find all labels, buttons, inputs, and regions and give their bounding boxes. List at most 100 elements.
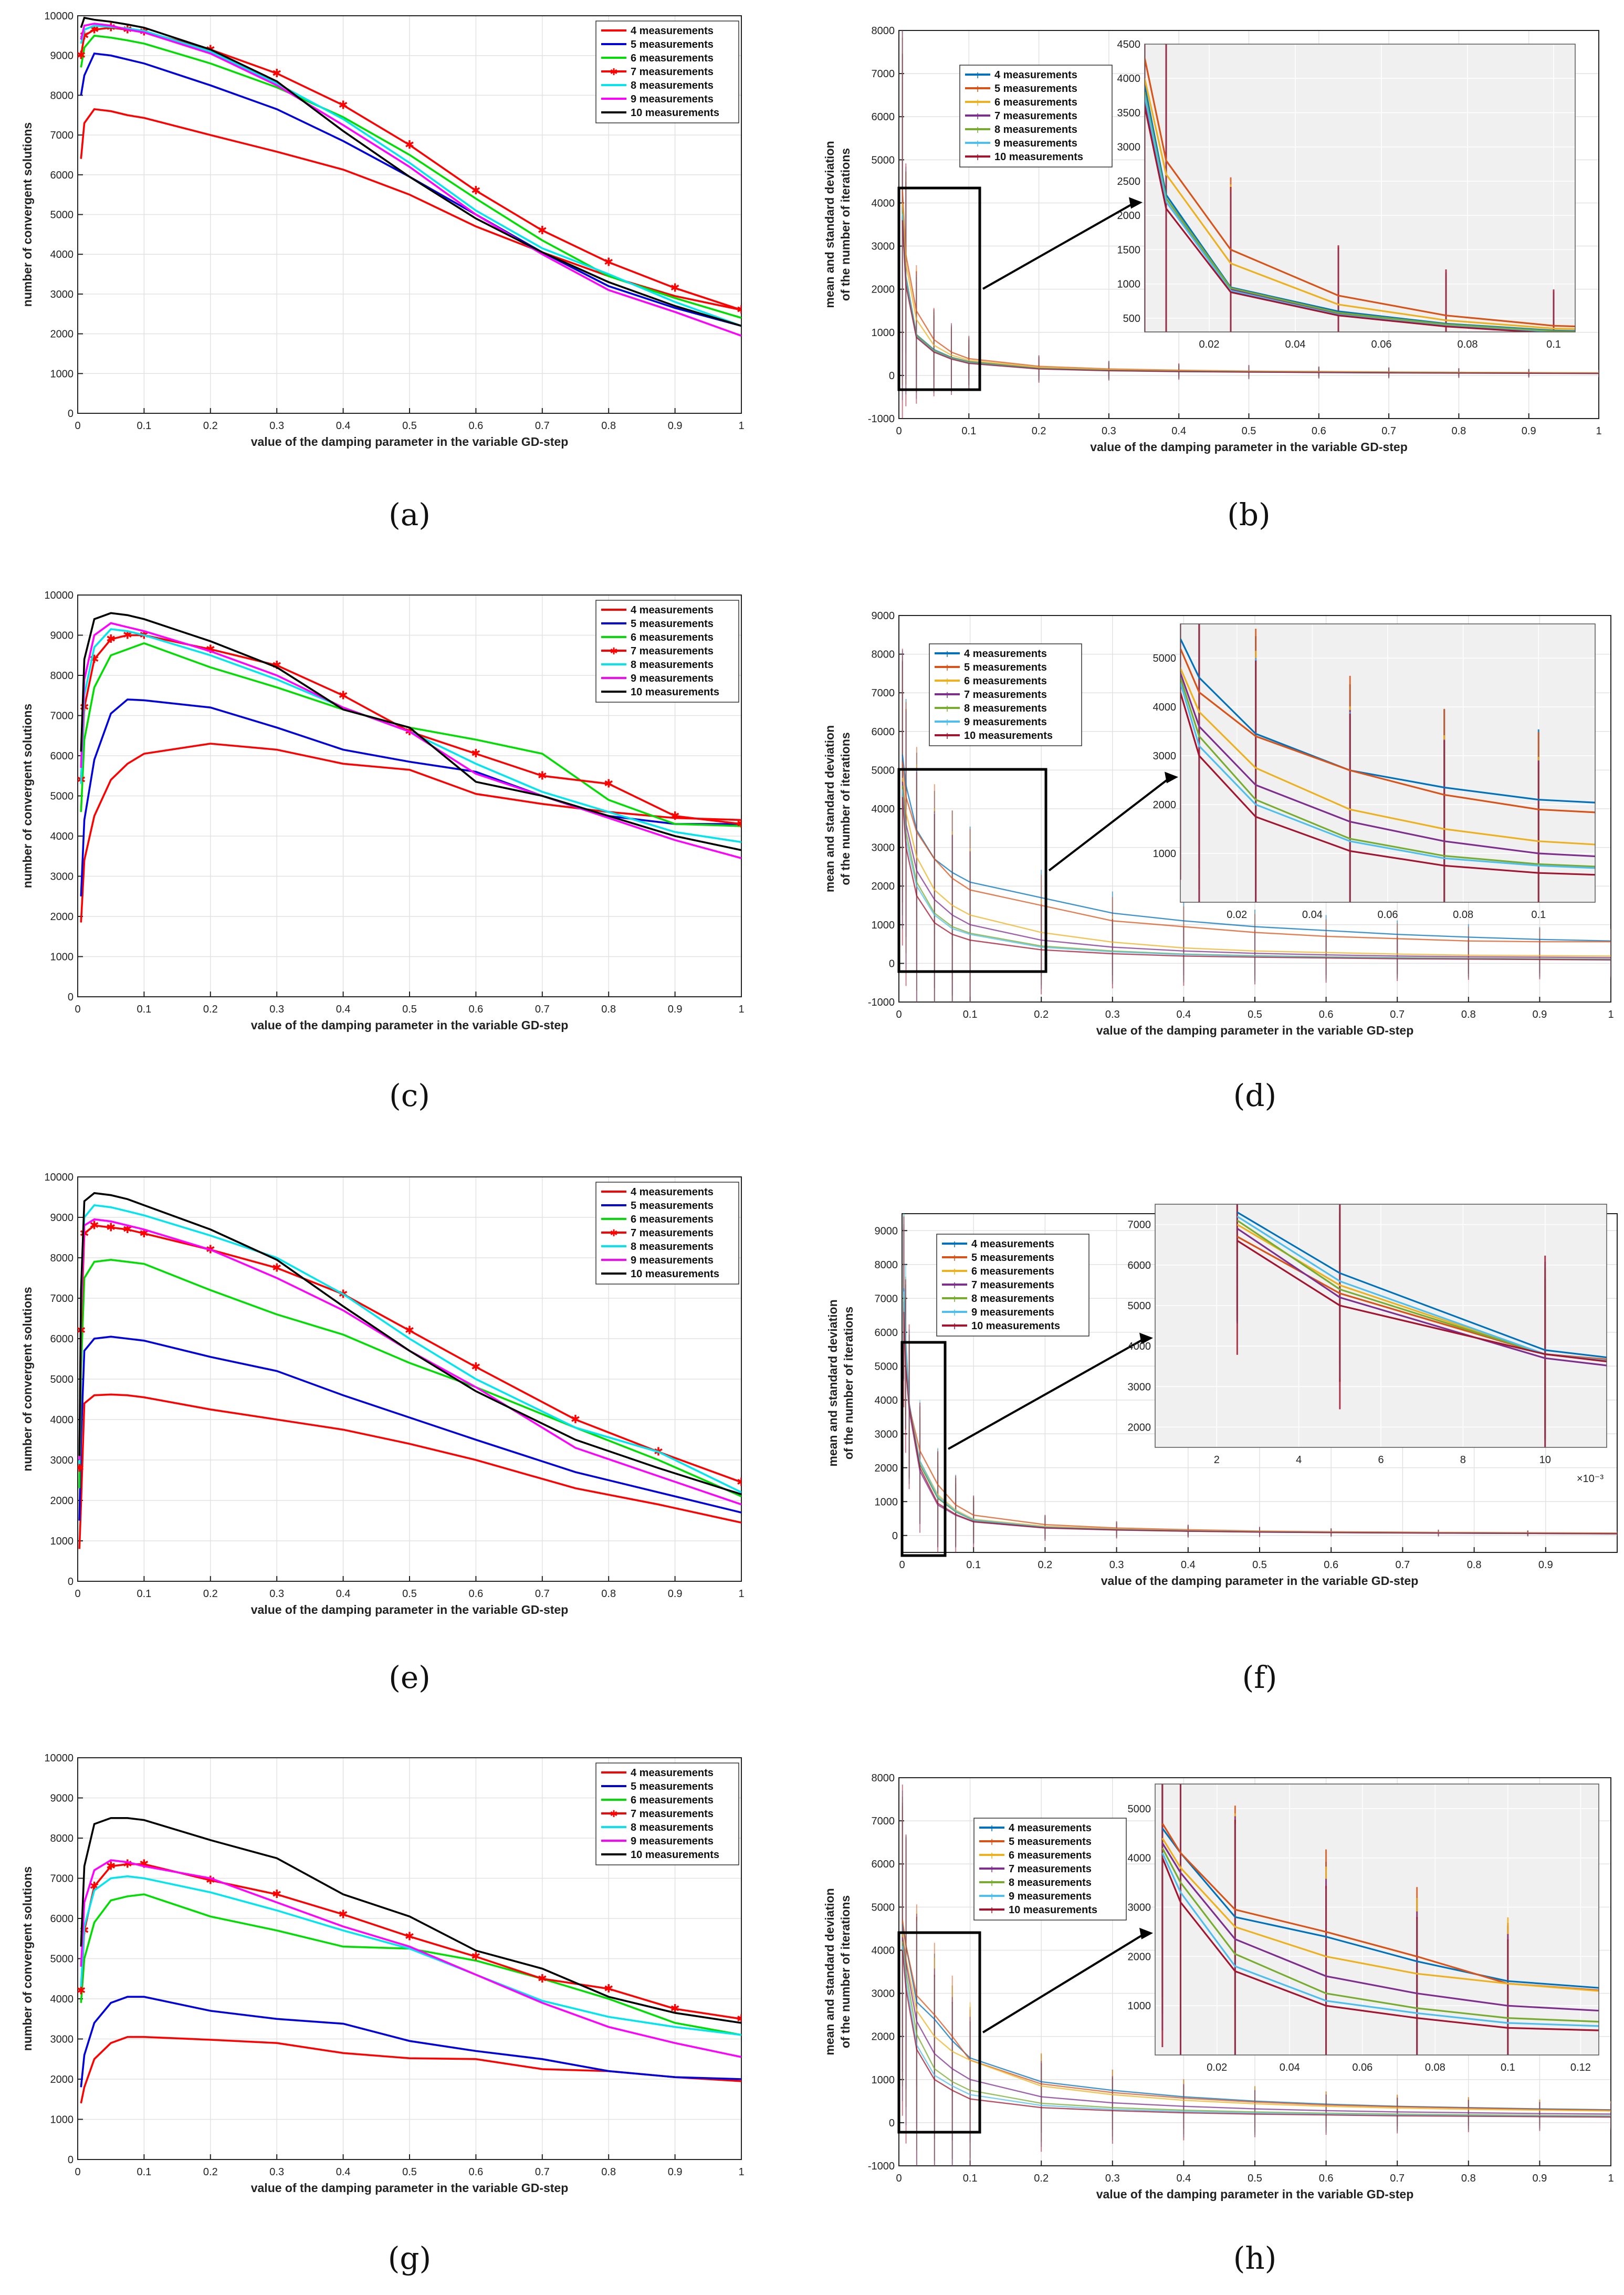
y-tick-label: 4000 — [50, 831, 74, 842]
legend-label: 5 measurements — [631, 1200, 714, 1212]
panel-caption: (a) — [389, 497, 431, 533]
chart-panel-d: 0 0.1 0.2 0.3 0.4 0.5 0.6 0.7 0.8 0.9 1-1000010002… — [823, 610, 1614, 1113]
panel-caption: (b) — [1227, 497, 1270, 533]
inset-chart: 2 4 6 8 10 2000 3000 4000 5000 6000 7000 ×10⁻³ — [948, 1204, 1607, 1485]
x-tick-label: 0.5 — [1252, 1559, 1267, 1571]
legend-label: 7 measurements — [631, 645, 714, 657]
x-tick-label: 0.1 — [961, 425, 976, 437]
series-marker: ✱ — [737, 304, 746, 317]
legend-marker: + — [950, 1280, 958, 1291]
inset-y-tick-label: 7000 — [1128, 1219, 1151, 1231]
series-line — [902, 220, 1599, 374]
x-tick-label: 0.3 — [269, 1588, 284, 1600]
y-tick-label: 3000 — [50, 871, 74, 883]
legend-marker: ✱ — [610, 646, 617, 657]
legend-label: 10 measurements — [994, 151, 1083, 163]
x-tick-label: 0.4 — [336, 1004, 351, 1015]
inset-y-tick-label: 2000 — [1117, 210, 1141, 222]
inset-y-tick-label: 1000 — [1153, 848, 1177, 860]
series-marker: ✱ — [571, 1413, 580, 1426]
legend-marker: + — [943, 649, 951, 660]
panel-caption: (h) — [1233, 2240, 1277, 2276]
y-axis-label: number of convergent solutions — [20, 1866, 34, 2051]
inset-series-line — [1180, 682, 1595, 869]
y-tick-label: 1000 — [872, 920, 895, 931]
series-line — [80, 634, 741, 825]
inset-chart: 0.02 0.04 0.06 0.08 0.1 0.12 1000 2000 3000 4000 5… — [982, 1783, 1599, 2073]
inset-series-line — [1145, 78, 1575, 330]
series-marker: ✱ — [604, 1983, 613, 1996]
y-tick-label: 8000 — [872, 25, 895, 37]
legend-label: 5 measurements — [1009, 1836, 1092, 1848]
inset-frame — [1144, 44, 1576, 332]
x-tick-label: 0 — [75, 1004, 80, 1015]
legend-marker: + — [950, 1293, 958, 1305]
inset-series-line — [1180, 638, 1595, 804]
y-axis-label: number of convergent solutions — [20, 1287, 34, 1471]
inset-y-tick-label: 3000 — [1117, 142, 1141, 153]
inset-series-line — [1161, 1838, 1599, 1992]
inset-series-group — [1236, 1204, 1607, 1447]
inset-x-tick-label: 4 — [1296, 1454, 1302, 1466]
y-tick-label: 7000 — [872, 68, 895, 80]
x-tick-label: 0.4 — [1176, 2173, 1191, 2184]
legend-label: 8 measurements — [631, 1241, 714, 1253]
series-line — [78, 1218, 741, 1506]
y-tick-label: 9000 — [50, 630, 74, 642]
zoom-arrow — [1048, 776, 1172, 872]
inset-x-tick-label: 0.06 — [1378, 909, 1398, 921]
y-tick-label: 5000 — [50, 1374, 74, 1385]
series-line — [78, 1192, 741, 1496]
legend-label: 8 measurements — [631, 659, 714, 671]
legend-marker: + — [943, 690, 951, 701]
series-marker: ✱ — [405, 139, 414, 152]
series-line — [80, 16, 741, 327]
series-line — [902, 1946, 1611, 2117]
chart-panel-a: 0 0.1 0.2 0.3 0.4 0.5 0.6 0.7 0.8 0.9 1 0 1000 2000 30… — [20, 11, 746, 533]
legend-label: 7 measurements — [1009, 1863, 1092, 1875]
inset-x-tick-label: 0.04 — [1285, 339, 1306, 350]
x-tick-label: 0.8 — [1467, 1559, 1482, 1571]
y-axis-label: of the number of iterations — [839, 148, 852, 301]
x-tick-label: 0.3 — [1109, 1559, 1124, 1571]
inset-background — [1155, 1784, 1599, 2055]
x-axis-label: value of the damping parameter in the va… — [251, 435, 569, 448]
x-tick-label: 0.8 — [1461, 2173, 1476, 2184]
legend-label: 9 measurements — [631, 673, 714, 684]
y-tick-label: 5000 — [50, 210, 74, 221]
inset-chart: 0.02 0.04 0.06 0.08 0.1 1000 2000 3000 4000 5000 — [1048, 623, 1596, 921]
legend-label: 10 measurements — [964, 730, 1053, 742]
y-tick-label: 1000 — [872, 2074, 895, 2086]
series-marker: ✱ — [737, 2012, 746, 2026]
y-tick-label: 1000 — [50, 2114, 74, 2126]
series-marker: ✱ — [538, 1973, 547, 1986]
series-line — [80, 108, 741, 311]
y-tick-label: 9000 — [50, 1212, 74, 1224]
y-tick-label: 7000 — [875, 1293, 898, 1305]
x-tick-label: 0.9 — [1532, 1009, 1547, 1020]
series-marker: ✱ — [338, 689, 348, 702]
inset-y-tick-label: 4000 — [1117, 73, 1141, 85]
legend-label: 4 measurements — [631, 1767, 714, 1779]
y-tick-label: 4000 — [872, 197, 895, 209]
x-tick-label: 0.4 — [1181, 1559, 1196, 1571]
series-line — [80, 1996, 741, 2088]
y-axis-label: mean and standard deviation — [823, 725, 836, 892]
x-tick-label: 1 — [738, 1588, 744, 1600]
inset-y-tick-label: 3000 — [1153, 750, 1177, 762]
series-line — [902, 777, 1611, 957]
x-tick-label: 0.4 — [336, 2166, 351, 2178]
series-group: ✱✱✱✱✱✱✱✱✱✱✱✱✱✱✱ — [78, 1192, 741, 1549]
series-marker: ✱ — [405, 1930, 414, 1943]
x-axis-label: value of the damping parameter in the va… — [1096, 2187, 1414, 2201]
inset-y-tick-label: 4000 — [1153, 702, 1177, 713]
x-tick-label: 1 — [738, 2166, 744, 2178]
y-tick-label: -1000 — [868, 997, 895, 1008]
series-marker: ✱ — [206, 1874, 215, 1887]
legend-label: 4 measurements — [631, 604, 714, 616]
legend-marker: + — [950, 1307, 958, 1318]
legend-label: 5 measurements — [631, 39, 714, 50]
legend-label: 9 measurements — [971, 1307, 1054, 1318]
legend-label: 6 measurements — [631, 1795, 714, 1806]
inset-y-tick-label: 2000 — [1153, 799, 1177, 811]
